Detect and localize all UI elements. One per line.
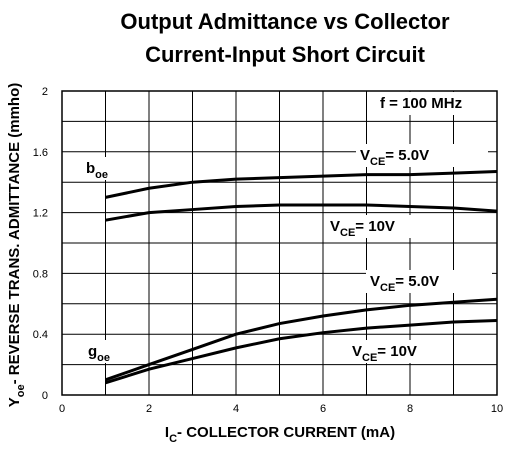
series-line [105, 170, 498, 199]
annotation-main: g [88, 343, 97, 360]
y-tick-label: 0.8 [33, 268, 48, 280]
y-tick-label: 1.6 [33, 147, 48, 159]
x-tick-label: 0 [59, 403, 65, 415]
annotation-rest: = 10V [377, 343, 417, 360]
annotation-bg [84, 340, 126, 363]
annotation: VCE= 10V [352, 343, 417, 364]
annotation: VCE= 5.0V [370, 273, 439, 294]
annotation-main: V [370, 273, 380, 290]
annotation-rest: = 5.0V [385, 147, 429, 164]
annotation-bg [326, 215, 430, 238]
x-tick-label: 10 [491, 403, 503, 415]
annotation-bg [356, 144, 488, 167]
x-label-sub: C [169, 433, 177, 445]
series-line [105, 319, 498, 385]
annotation-sub: CE [340, 227, 355, 239]
y-label-sub: oe [15, 384, 27, 397]
y-tick-label: 2 [42, 86, 48, 98]
x-tick-label: 2 [146, 403, 152, 415]
x-tick-label: 8 [407, 403, 413, 415]
plot-frame [61, 90, 498, 396]
annotation-bg [366, 270, 492, 293]
x-tick-label: 4 [233, 403, 239, 415]
series-line [105, 203, 498, 222]
annotation-sub: CE [380, 282, 395, 294]
x-tick-label: 6 [320, 403, 326, 415]
annotation-sub: oe [97, 352, 110, 364]
annotation: f = 100 MHz [380, 95, 462, 112]
annotation-rest: = 10V [355, 218, 395, 235]
annotation-main: V [352, 343, 362, 360]
annotation-rest: = 5.0V [395, 273, 439, 290]
y-tick-label: 0.4 [33, 329, 48, 341]
chart-title: Output Admittance vs Collector [120, 9, 450, 34]
annotation-bg [82, 157, 124, 180]
annotation: boe [86, 160, 108, 181]
annotation: goe [88, 343, 110, 364]
annotation-bg [376, 92, 488, 115]
x-label-main: I [165, 424, 169, 441]
series-line [105, 297, 498, 382]
annotation-sub: CE [370, 156, 385, 168]
annotation-sub: oe [95, 169, 108, 181]
annotation: VCE= 10V [330, 218, 395, 239]
y-tick-label: 1.2 [33, 208, 48, 220]
y-tick-label: 0 [42, 390, 48, 402]
x-axis-label: IC- COLLECTOR CURRENT (mA) [165, 424, 395, 445]
annotation-main: V [360, 147, 370, 164]
y-label-main: Y [6, 397, 23, 407]
chart-title: Current-Input Short Circuit [145, 42, 426, 67]
y-axis-label: Yoe- REVERSE TRANS. ADMITTANCE (mmho) [6, 83, 27, 408]
annotation-main: f = 100 MHz [380, 95, 462, 112]
y-label-rest: - REVERSE TRANS. ADMITTANCE (mmho) [6, 83, 23, 385]
annotation: VCE= 5.0V [360, 147, 429, 168]
annotation-bg [348, 340, 448, 363]
annotation-sub: CE [362, 352, 377, 364]
x-label-rest: - COLLECTOR CURRENT (mA) [177, 424, 395, 441]
annotation-main: b [86, 160, 95, 177]
annotation-main: V [330, 218, 340, 235]
